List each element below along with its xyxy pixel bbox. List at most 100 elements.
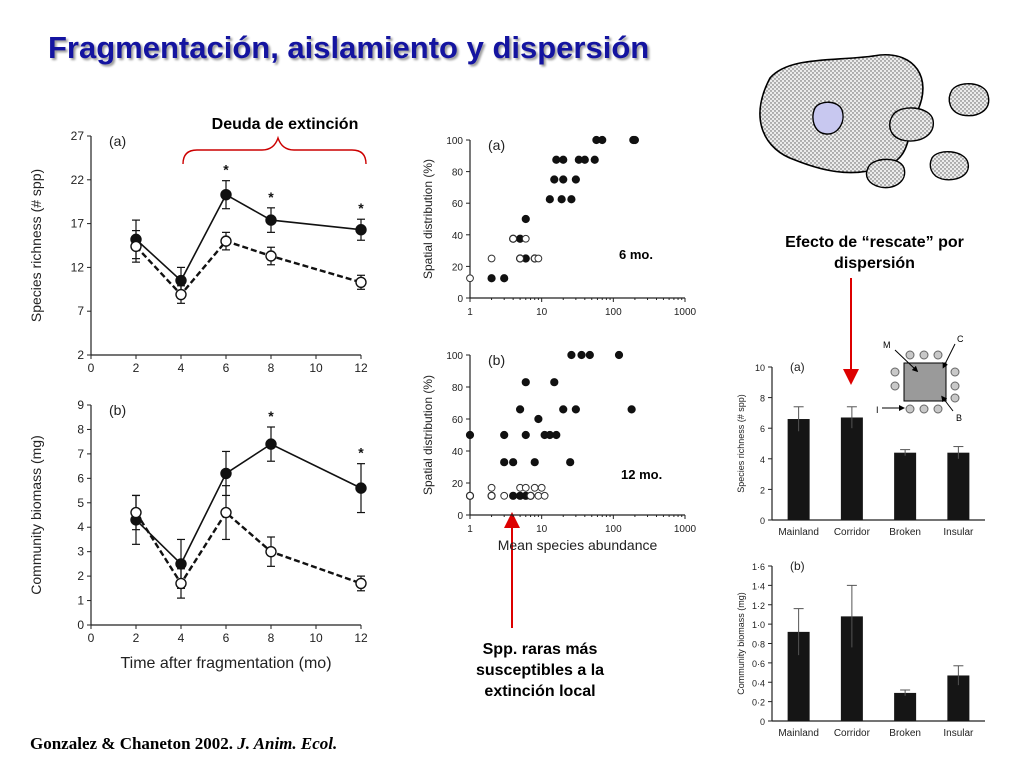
y-tick-label: 6 — [77, 471, 84, 485]
category-label: Corridor — [834, 728, 871, 739]
extinction-debt-bracket — [182, 135, 367, 165]
data-point — [175, 577, 187, 590]
y-tick-label: 60 — [452, 199, 464, 210]
satellite-patch — [919, 404, 929, 414]
x-tick-label: 100 — [605, 524, 622, 535]
y-tick-label: 60 — [452, 415, 464, 426]
data-point — [220, 188, 232, 201]
y-tick-label: 1·2 — [752, 601, 765, 611]
x-tick-label: 4 — [178, 631, 185, 645]
point-filled — [571, 405, 580, 414]
x-tick-label: 2 — [133, 361, 140, 375]
point-filled — [559, 405, 568, 414]
data-point — [130, 240, 142, 253]
core-patch — [812, 101, 844, 135]
satellite-patch — [950, 367, 960, 377]
x-tick-label: 0 — [88, 631, 95, 645]
point-filled — [530, 458, 539, 467]
island-patch-2 — [889, 107, 934, 142]
point-open — [509, 234, 518, 243]
x-axis-label: Time after fragmentation (mo) — [120, 655, 331, 672]
y-tick-label: 12 — [71, 260, 85, 274]
data-point — [265, 214, 277, 226]
panel-label: (b) — [109, 402, 126, 418]
data-point — [265, 250, 277, 262]
significance-star: * — [223, 162, 229, 178]
rare-species-line-2: susceptibles a la — [475, 662, 605, 679]
rescue-effect-line-1: Efecto de “rescate” por — [785, 234, 964, 251]
category-label: Broken — [889, 728, 921, 739]
point-filled — [627, 405, 636, 414]
inset-label-b: B — [956, 413, 962, 423]
point-filled — [577, 350, 586, 360]
category-label: Mainland — [778, 728, 819, 739]
inset-satellites — [890, 350, 960, 414]
panel-label: (b) — [790, 559, 805, 573]
chart-richness-bars: 0 2 4 6 8 10 (a) Species richness (# spp) Mainla… — [736, 360, 985, 538]
y-tick-label: 22 — [71, 173, 85, 187]
data-point — [175, 558, 187, 570]
point-filled — [590, 155, 599, 164]
point-open — [537, 483, 546, 492]
satellite-patch — [890, 381, 900, 391]
inset-center-patch — [903, 362, 947, 402]
point-open — [487, 254, 496, 263]
category-label: Insular — [943, 728, 974, 739]
y-tick-label: 6 — [760, 424, 765, 434]
extinction-debt-label: Deuda de extinción — [211, 116, 359, 133]
y-tick-label: 0·4 — [752, 678, 765, 688]
y-axis-label: Species richness (# spp) — [28, 169, 44, 322]
inset-label-m: M — [883, 340, 891, 350]
y-tick-label: 1·4 — [752, 581, 765, 591]
y-tick-label: 0·6 — [752, 659, 765, 669]
y-tick-label: 0·2 — [752, 698, 765, 708]
satellite-patch — [933, 404, 943, 414]
point-open — [500, 491, 509, 500]
y-tick-label: 3 — [77, 545, 84, 559]
x-axis-label: Mean species abundance — [498, 537, 658, 553]
significance-star: * — [268, 189, 274, 205]
y-tick-label: 4 — [760, 455, 765, 465]
bar — [787, 419, 810, 520]
chart-spatial-6mo: 0 20 40 60 80 100 1 10 100 1000 (a) Spatial distrib… — [421, 135, 697, 318]
satellite-patch — [950, 381, 960, 391]
series-line — [135, 239, 362, 297]
data-point — [355, 224, 367, 236]
inset-arrow-c — [942, 343, 956, 369]
citation: Gonzalez & Chaneton 2002. J. Anim. Ecol. — [30, 734, 337, 754]
point-open — [521, 234, 530, 243]
point-open — [466, 491, 474, 500]
y-tick-label: 10 — [755, 363, 765, 373]
y-tick-label: 0 — [760, 717, 765, 727]
y-tick-label: 0 — [760, 516, 765, 526]
x-tick-label: 1 — [467, 307, 473, 318]
y-tick-label: 4 — [77, 520, 84, 534]
bar — [894, 452, 917, 520]
y-tick-label: 1·0 — [752, 620, 765, 630]
point-filled — [614, 350, 624, 360]
y-tick-label: 2 — [760, 485, 765, 495]
rescue-effect-line-2: dispersión — [834, 255, 915, 272]
y-tick-label: 80 — [452, 383, 464, 394]
inset-arrow-b — [941, 395, 954, 412]
point-filled — [552, 155, 561, 164]
satellite-patch — [950, 393, 960, 403]
satellite-patch — [890, 367, 900, 377]
data-point — [175, 274, 187, 287]
point-filled — [550, 378, 559, 387]
microcosm-inset: M C I B — [876, 334, 964, 423]
x-tick-label: 1 — [467, 524, 473, 535]
series-line — [134, 510, 362, 586]
slide-title: Fragmentación, aislamiento y dispersión — [48, 30, 650, 65]
point-filled — [566, 458, 575, 467]
data-point — [265, 438, 277, 450]
point-filled — [500, 458, 509, 467]
bar — [787, 631, 810, 721]
x-tick-label: 12 — [354, 361, 368, 375]
point-filled — [630, 135, 640, 145]
point-filled — [487, 274, 496, 283]
x-tick-label: 100 — [605, 307, 622, 318]
y-axis-label: Community biomass (mg) — [28, 435, 44, 594]
